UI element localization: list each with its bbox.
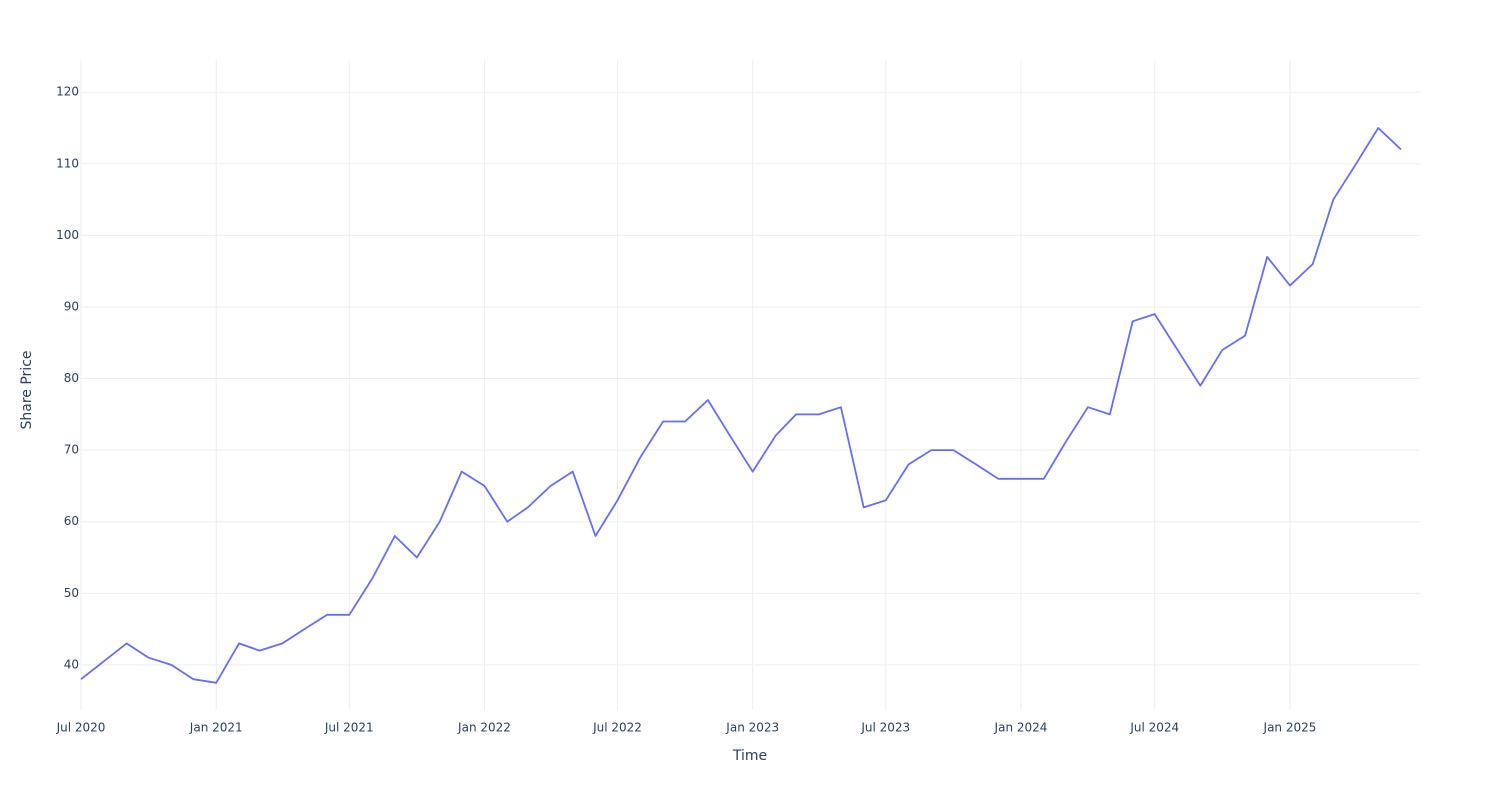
y-tick-label: 60 [64, 514, 79, 528]
x-tick-label: Jul 2022 [592, 721, 642, 735]
x-tick-label: Jan 2023 [725, 721, 779, 735]
x-tick-label: Jul 2021 [324, 721, 374, 735]
y-tick-label: 70 [64, 443, 79, 457]
x-axis-title: Time [732, 748, 767, 764]
y-tick-label: 40 [64, 657, 79, 671]
y-tick-label: 50 [64, 586, 79, 600]
x-tick-label: Jan 2021 [189, 721, 243, 735]
y-tick-label: 110 [56, 156, 79, 170]
x-tick-label: Jul 2020 [56, 721, 106, 735]
x-tick-label: Jul 2023 [860, 721, 910, 735]
y-tick-label: 100 [56, 228, 79, 242]
y-tick-label: 80 [64, 371, 79, 385]
x-tick-label: Jul 2024 [1129, 721, 1179, 735]
x-tick-label: Jan 2025 [1263, 721, 1317, 735]
x-tick-label: Jan 2024 [994, 721, 1048, 735]
y-tick-label: 120 [56, 85, 79, 99]
line-series [80, 127, 1402, 684]
y-tick-label: 90 [64, 299, 79, 313]
x-tick-label: Jan 2022 [457, 721, 511, 735]
y-axis-title: Share Price [19, 350, 35, 429]
